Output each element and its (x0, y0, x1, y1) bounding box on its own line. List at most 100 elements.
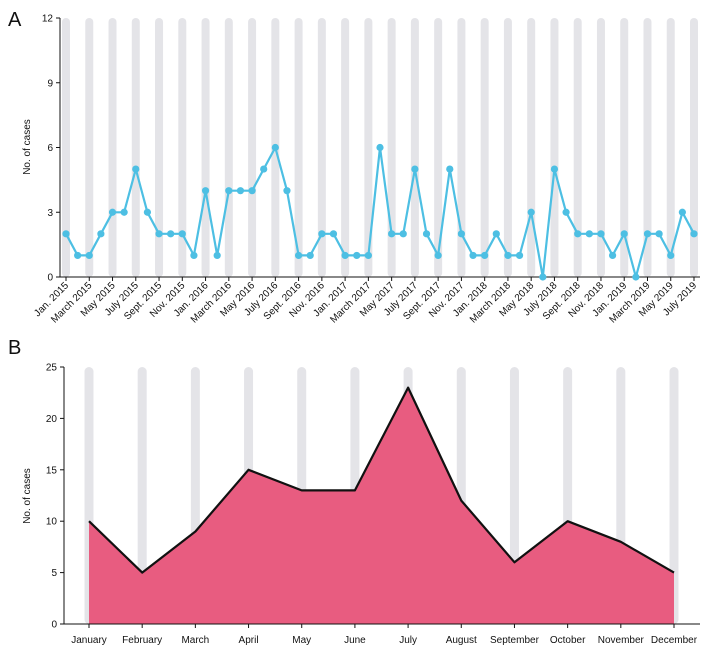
panel-a-data-point (539, 273, 547, 281)
panel-a-data-point (411, 165, 419, 173)
panel-a-data-point (120, 208, 128, 216)
panel-b-x-tick-label: December (651, 635, 698, 646)
panel-a-data-point (643, 230, 652, 238)
panel-a-data-point (399, 230, 407, 238)
panel-a-data-point (527, 208, 535, 216)
panel-b-x-tick-label: October (550, 635, 586, 646)
panel-a-data-point (469, 251, 477, 260)
panel-b-x-tick-label: January (71, 635, 107, 646)
panel-a-y-tick-label: 3 (47, 208, 53, 219)
panel-b-label: B (8, 337, 21, 359)
panel-a-data-point (376, 143, 384, 152)
panel-a-data-point (213, 251, 221, 260)
panel-b-y-tick-label: 15 (46, 465, 58, 476)
panel-a-data-point (550, 165, 559, 173)
panel-a-data-point (225, 187, 233, 195)
panel-a-data-point (632, 273, 640, 281)
panel-a-data-point (178, 230, 186, 238)
panel-a-label: A (8, 9, 22, 31)
panel-b-x-tick-label: February (122, 635, 162, 646)
panel-b-area (89, 387, 674, 624)
panel-a-band (457, 18, 466, 277)
panel-b-y-tick-label: 25 (46, 363, 58, 374)
panel-a-data-point (260, 165, 268, 173)
panel-a-band (527, 18, 536, 277)
panel-a-band (573, 18, 582, 277)
panel-a-y-tick-label: 12 (42, 14, 54, 25)
panel-a-band (620, 18, 629, 277)
panel-a-band (62, 18, 70, 277)
panel-b-x-tick-label: April (239, 635, 259, 646)
panel-a-band (666, 18, 675, 277)
panel-a-data-point (655, 230, 663, 238)
panel-a-data-point (62, 230, 70, 238)
panel-a-band (596, 18, 605, 277)
panel-a-data-point (620, 230, 628, 238)
panel-a-band (201, 18, 210, 277)
panel-a-band (503, 18, 512, 277)
panel-b-x-tick-label: July (399, 635, 417, 646)
panel-a-data-point (434, 251, 442, 260)
panel-a-y-tick-label: 9 (47, 78, 53, 89)
panel-b-y-tick-label: 10 (46, 517, 58, 528)
panel-a-band (643, 18, 652, 277)
panel-a-data-point (341, 251, 349, 260)
panel-b-series-line (88, 386, 675, 574)
panel-a-y-tick-label: 0 (47, 273, 53, 284)
panel-a-data-point (201, 187, 210, 195)
panel-b-y-axis-label: No. of cases (22, 468, 33, 524)
panel-b-y-tick-label: 0 (51, 620, 57, 631)
panel-a-data-point (446, 165, 454, 173)
panel-a-y-tick-label: 6 (47, 143, 53, 154)
panel-a-data-point (190, 251, 198, 260)
panel-b-x-tick-label: November (598, 635, 645, 646)
panel-a-band (480, 18, 489, 277)
panel-a-data-point (132, 165, 140, 173)
panel-b-band (669, 367, 679, 624)
panel-b-x-tick-label: May (292, 635, 311, 646)
panel-a-band (224, 18, 233, 277)
panel-b-x-tick-label: March (181, 635, 209, 646)
panel-a-data-point (306, 251, 314, 260)
panel-a-data-point (271, 143, 279, 152)
panel-a-data-point (457, 230, 466, 238)
panel-b-x-tick-label: September (490, 635, 540, 646)
panel-a-data-point (690, 230, 698, 238)
panel-a-data-point (608, 251, 617, 260)
panel-a-band (294, 18, 303, 277)
panel-a-data-point (678, 208, 686, 216)
panel-a-data-point (329, 230, 338, 238)
panel-b-x-tick-label: June (344, 635, 366, 646)
panel-a-data-point (364, 251, 372, 260)
panel-b-y-tick-label: 5 (51, 568, 57, 579)
panel-a-y-axis-label: No. of cases (22, 119, 33, 175)
panel-a-data-point (353, 251, 361, 260)
panel-a-band (690, 18, 698, 277)
panel-a-band (248, 18, 257, 277)
panel-a-band (550, 18, 559, 277)
panel-a-band (387, 18, 396, 277)
panel-a-data-point (85, 251, 93, 260)
panel-a-band (317, 18, 326, 277)
panel-a-data-point (504, 251, 512, 260)
panel-a-band (341, 18, 350, 277)
panel-a-data-point (597, 230, 605, 238)
panel-a-band (410, 18, 419, 277)
panel-a-band (108, 18, 117, 277)
panel-a-data-point (667, 251, 675, 260)
panel-a-data-point (167, 230, 175, 238)
panel-a-data-point (236, 187, 245, 195)
panel-a-data-point (422, 230, 431, 238)
panel-a-data-point (74, 251, 82, 260)
panel-a-data-point (294, 251, 303, 260)
panel-a-data-point (562, 208, 570, 216)
panel-a-data-point (143, 208, 152, 216)
panel-b-chart: 0 5 10 15 20 25 January February March April May Ju… (46, 363, 700, 646)
panel-a-band (178, 18, 187, 277)
panel-a-data-point (108, 208, 117, 216)
panel-a-data-point (318, 230, 326, 238)
panel-a-band (364, 18, 373, 277)
panel-a-data-point (585, 230, 593, 238)
